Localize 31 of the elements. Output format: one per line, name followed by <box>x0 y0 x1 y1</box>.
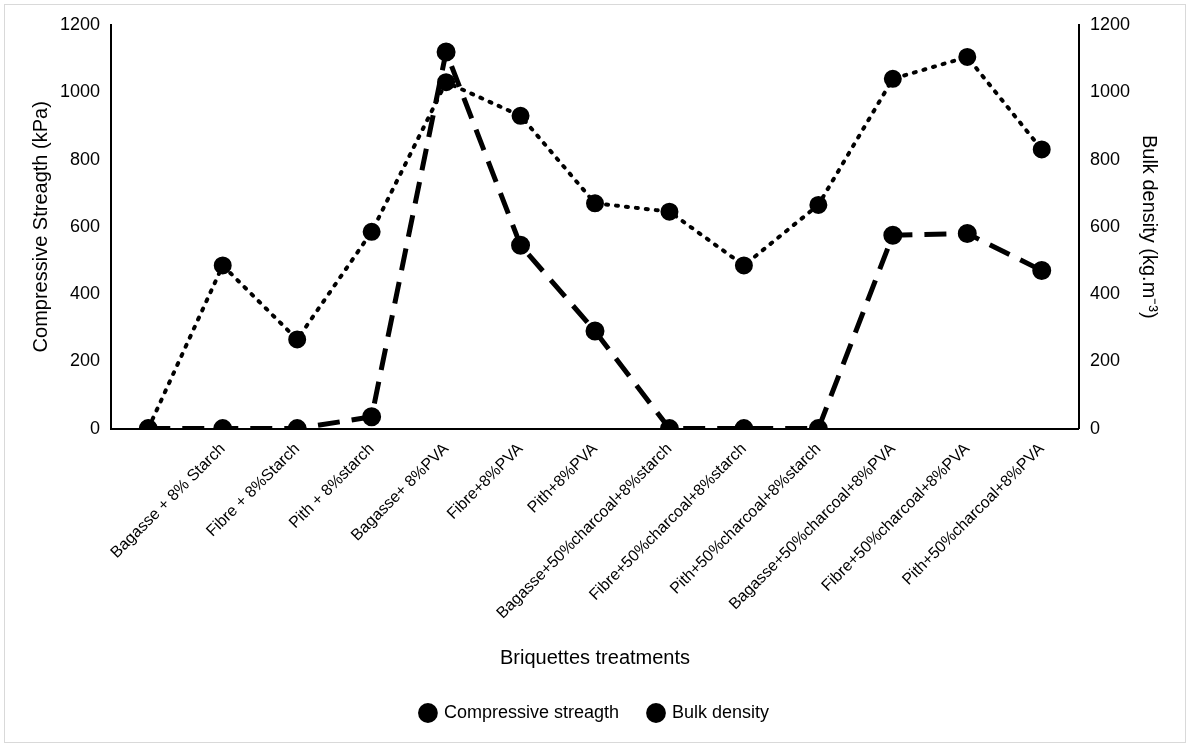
point <box>958 47 977 66</box>
y-tick-label: 800 <box>70 148 101 169</box>
y2-axis-title: Bulk density (kg.m⁻³) <box>1139 134 1162 319</box>
y-tick-label: 1000 <box>60 81 101 102</box>
point <box>213 256 232 275</box>
x-axis-title: Briquettes treatments <box>499 645 691 668</box>
point <box>809 195 828 214</box>
point <box>883 69 902 88</box>
y2-tick-label: 400 <box>1089 283 1120 304</box>
point <box>511 106 530 125</box>
y2-tick-label: 0 <box>1089 417 1100 438</box>
legend-label: Bulk density <box>672 701 770 722</box>
legend-label: Compressive streagth <box>443 701 620 722</box>
y2-tick-label: 1000 <box>1089 81 1130 102</box>
point <box>734 256 753 275</box>
point <box>1032 140 1051 159</box>
point <box>660 202 679 221</box>
point <box>362 222 381 241</box>
y2-tick-label: 1200 <box>1089 13 1130 34</box>
y-tick-label: 400 <box>70 283 101 304</box>
y-tick-label: 200 <box>70 350 101 371</box>
y2-tick-label: 200 <box>1089 350 1120 371</box>
y-tick-label: 1200 <box>60 13 101 34</box>
point <box>288 330 307 349</box>
y2-tick-label: 800 <box>1089 148 1120 169</box>
y-tick-label: 0 <box>90 417 101 438</box>
y-tick-label: 600 <box>70 215 101 236</box>
y2-tick-label: 600 <box>1089 215 1120 236</box>
point <box>437 73 456 92</box>
y-axis-title: Compressive Streagth (kPa) <box>28 101 51 353</box>
point <box>586 194 604 213</box>
